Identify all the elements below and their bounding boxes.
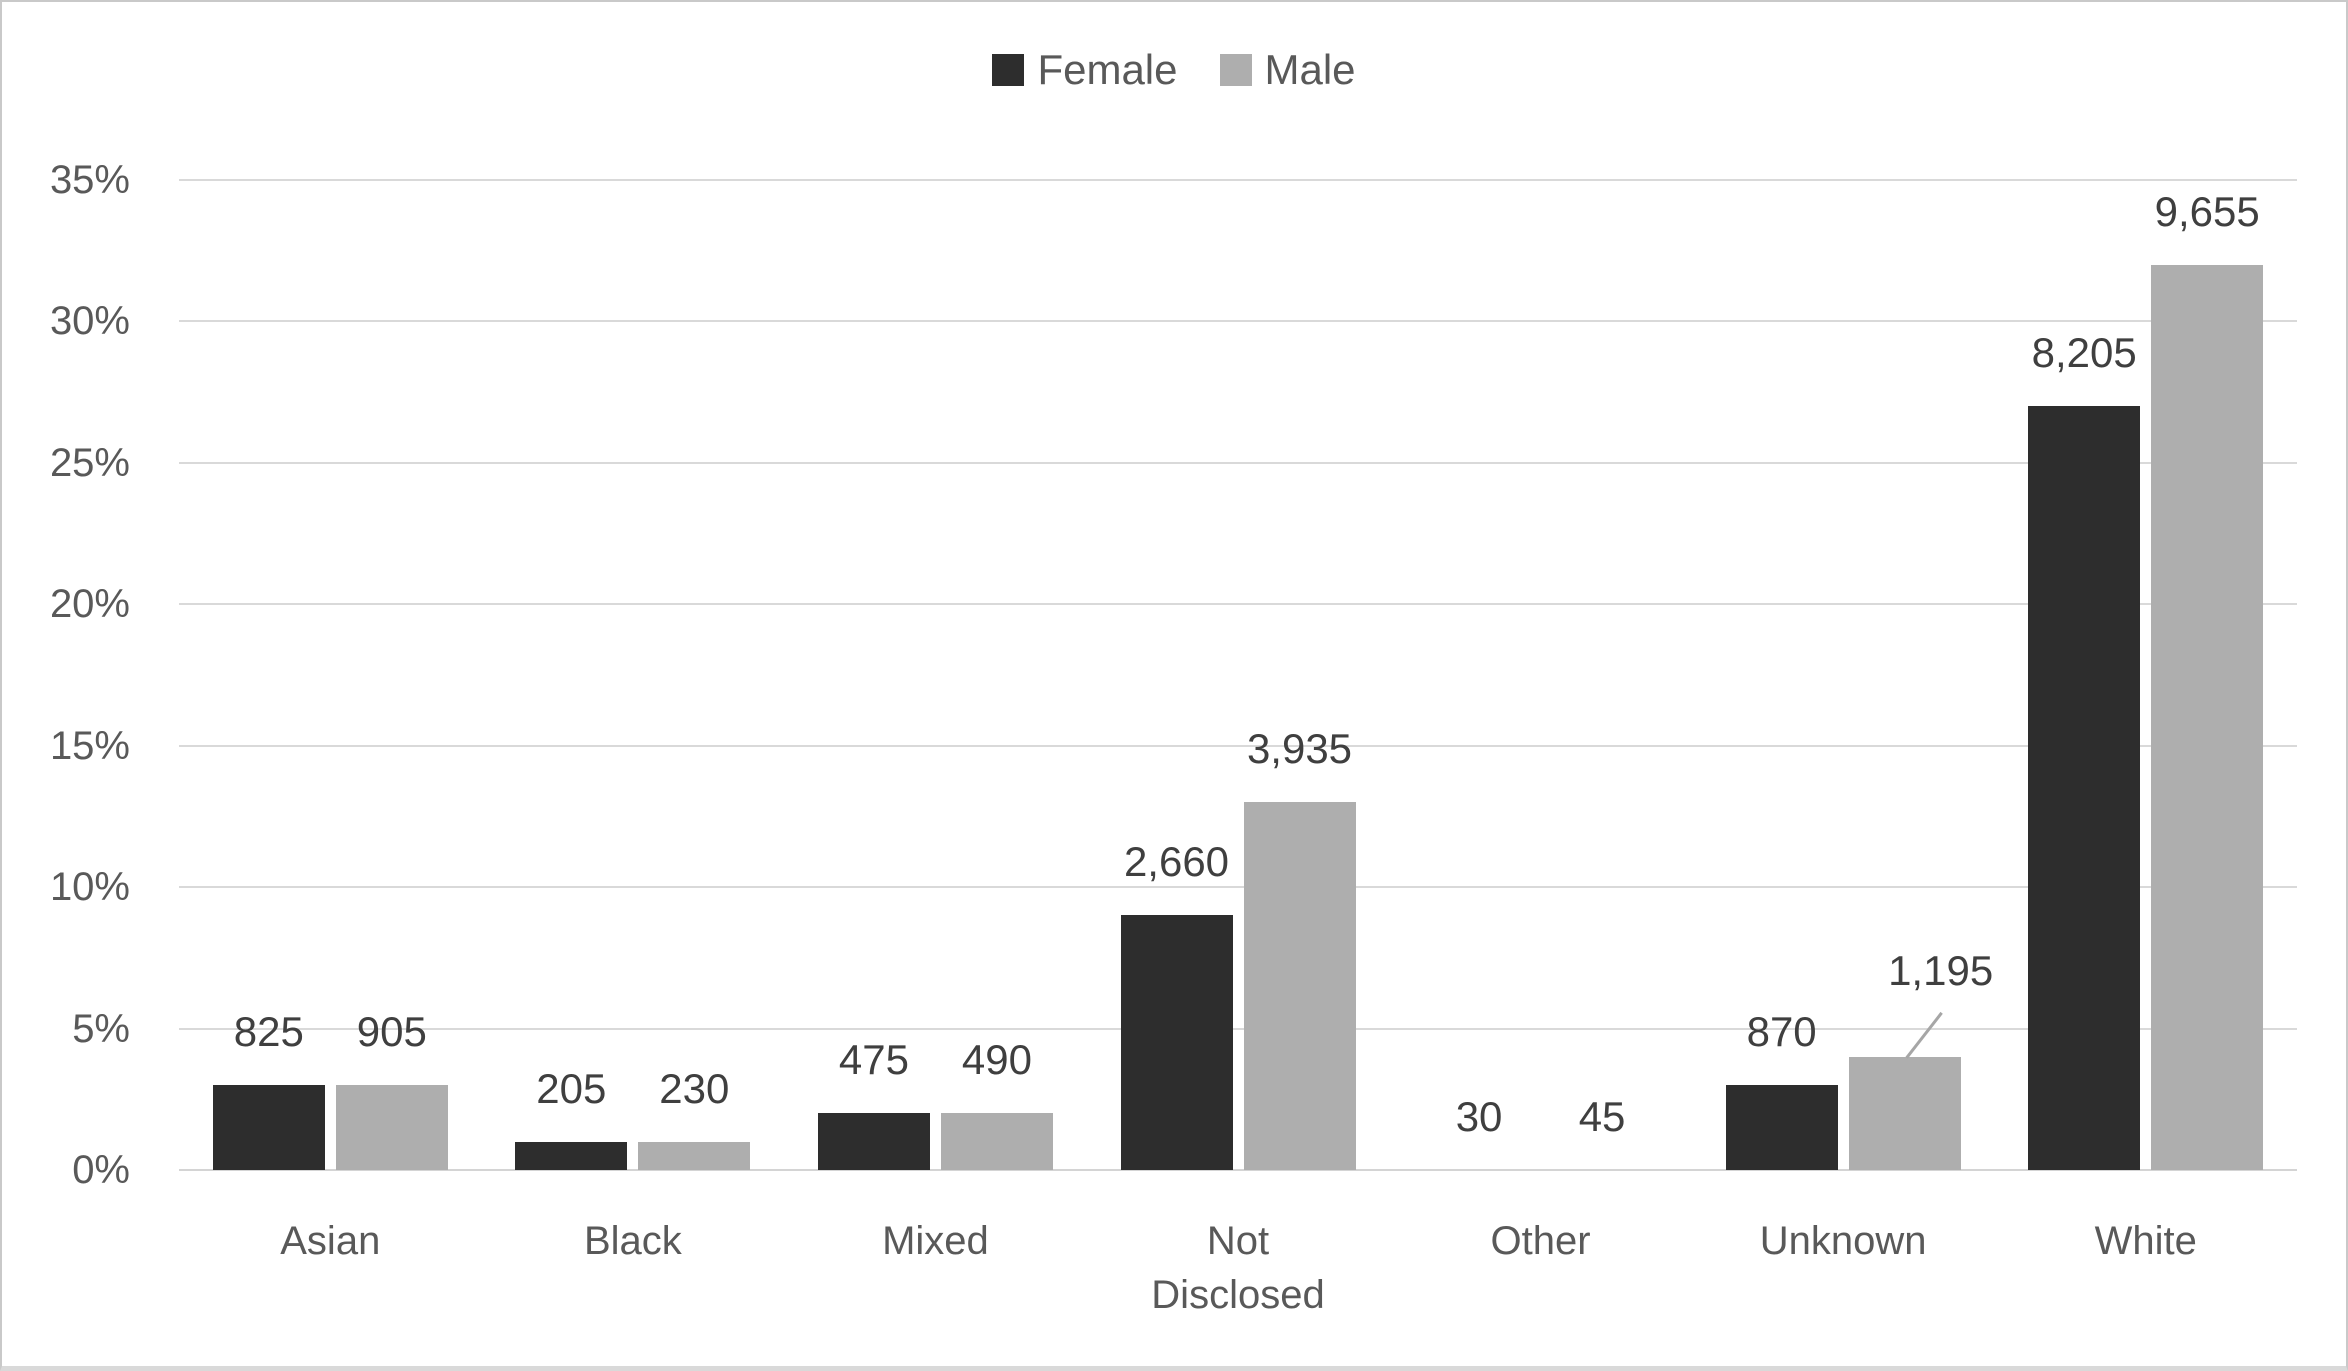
chart-legend: Female Male	[2, 46, 2346, 94]
y-tick-30: 30%	[49, 299, 130, 344]
category-label-other: Other	[1490, 1219, 1591, 1263]
category-label-asian: Asian	[280, 1219, 381, 1263]
bar-female-black	[515, 1141, 628, 1170]
value-label-female-black: 205	[536, 1064, 607, 1112]
y-tick-0: 0%	[72, 1148, 130, 1192]
bar-female-unknown	[1725, 1085, 1838, 1170]
legend-label: Male	[1264, 46, 1356, 93]
value-label-female-unknown: 870	[1746, 1008, 1817, 1056]
y-tick-15: 15%	[49, 723, 130, 768]
bar-male-asian	[335, 1085, 448, 1170]
value-label-male-black: 230	[659, 1064, 730, 1112]
category-label-not-disclosed: Not Disclosed	[1151, 1219, 1325, 1317]
y-tick-20: 20%	[49, 582, 130, 627]
gridline-10	[179, 886, 2297, 889]
legend-label: Female	[1037, 46, 1178, 93]
bar-male-not-disclosed	[1243, 802, 1356, 1170]
legend-item-male: Male	[1219, 46, 1356, 94]
value-label-female-not-disclosed: 2,660	[1123, 838, 1230, 886]
bar-female-white	[2028, 406, 2141, 1170]
legend-swatch-male	[1219, 54, 1252, 86]
gridline-25	[179, 461, 2297, 464]
y-tick-10: 10%	[49, 865, 130, 910]
category-label-white: White	[2094, 1219, 2197, 1263]
gridline-35	[179, 179, 2297, 181]
legend-item-female: Female	[992, 46, 1178, 94]
bar-female-mixed	[817, 1113, 930, 1170]
gridline-5	[179, 1027, 2297, 1030]
gridline-15	[179, 744, 2297, 747]
gridline-20	[179, 603, 2297, 606]
value-label-male-white: 9,655	[2154, 187, 2260, 235]
value-label-female-asian: 825	[233, 1008, 304, 1056]
value-label-male-not-disclosed: 3,935	[1246, 725, 1353, 773]
bar-male-black	[638, 1141, 751, 1170]
bar-female-not-disclosed	[1120, 915, 1233, 1170]
value-label-female-mixed: 475	[838, 1036, 909, 1084]
bar-male-mixed	[940, 1113, 1053, 1170]
category-label-unknown: Unknown	[1759, 1219, 1927, 1263]
category-label-black: Black	[583, 1219, 682, 1263]
value-label-female-white: 8,205	[2031, 329, 2137, 377]
value-label-male-unknown: 1,195	[1888, 946, 1994, 994]
category-label-mixed: Mixed	[882, 1219, 989, 1263]
y-tick-35: 35%	[49, 158, 130, 202]
bar-female-asian	[212, 1085, 325, 1170]
gridline-30	[179, 320, 2297, 323]
value-label-male-mixed: 490	[961, 1036, 1032, 1084]
value-label-male-asian: 905	[356, 1008, 427, 1056]
legend-swatch-female	[992, 54, 1025, 86]
bar-male-unknown	[1848, 1056, 1961, 1170]
y-tick-25: 25%	[49, 440, 130, 485]
x-axis-line	[179, 1169, 2297, 1171]
value-label-female-other: 30	[1455, 1093, 1503, 1140]
value-label-male-other: 45	[1578, 1093, 1626, 1140]
bar-male-white	[2151, 264, 2264, 1170]
y-tick-5: 5%	[72, 1006, 130, 1051]
